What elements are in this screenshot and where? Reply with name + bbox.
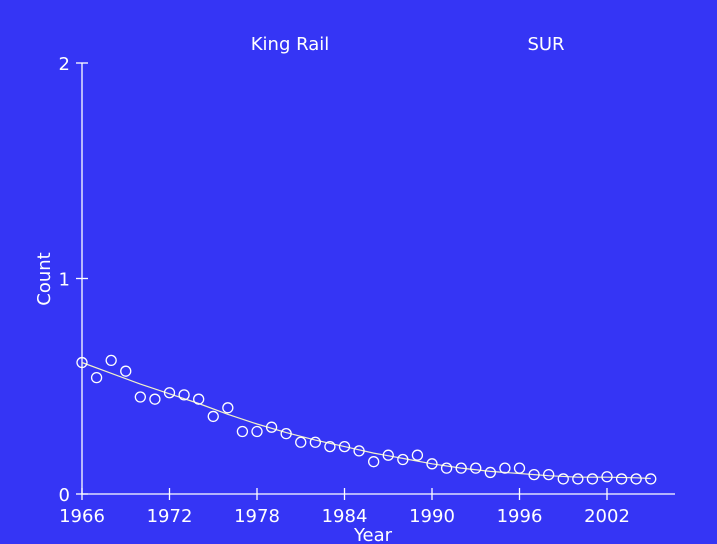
data-point xyxy=(309,436,321,448)
data-point xyxy=(455,462,467,474)
data-point xyxy=(397,453,409,466)
data-point xyxy=(105,354,117,367)
x-axis-label: Year xyxy=(353,525,393,544)
data-point xyxy=(645,473,657,485)
data-point xyxy=(134,391,146,403)
y-axis-label: Count xyxy=(34,252,55,305)
data-point xyxy=(470,462,482,474)
data-point xyxy=(513,462,526,474)
x-tick-label: 1966 xyxy=(59,506,105,527)
data-point xyxy=(440,462,453,474)
x-tick-label: 2002 xyxy=(584,506,630,527)
y-tick-label: 0 xyxy=(59,485,70,506)
data-point xyxy=(353,445,365,457)
data-point xyxy=(295,436,307,448)
data-point xyxy=(207,410,219,423)
data-point xyxy=(193,393,205,405)
data-point xyxy=(76,356,88,369)
data-point xyxy=(543,468,555,481)
data-point xyxy=(178,389,190,401)
data-point xyxy=(572,473,584,485)
trend-line xyxy=(81,361,651,480)
x-tick-label: 1996 xyxy=(497,506,543,527)
data-point xyxy=(484,466,496,479)
data-point xyxy=(557,473,569,485)
data-point xyxy=(586,473,599,485)
data-point xyxy=(251,425,263,438)
data-point xyxy=(149,393,161,405)
data-point xyxy=(265,421,278,433)
x-tick-label: 1984 xyxy=(322,506,368,527)
y-tick-label: 2 xyxy=(59,54,70,75)
data-point xyxy=(338,440,351,453)
data-point xyxy=(163,387,176,399)
data-point xyxy=(368,456,380,468)
chart-subtitle: SUR xyxy=(527,34,564,55)
data-point xyxy=(601,471,613,483)
data-point xyxy=(426,458,438,470)
data-point xyxy=(499,462,511,474)
data-point xyxy=(324,440,336,453)
trend-curve xyxy=(81,361,651,480)
data-point xyxy=(222,402,234,414)
axes: 0 1 2 1966 1972 1978 1984 1990 1996 2002 xyxy=(59,54,675,527)
data-point xyxy=(615,473,628,485)
data-point xyxy=(528,468,540,481)
chart-title: King Rail xyxy=(251,34,330,55)
data-points xyxy=(76,354,657,485)
data-point xyxy=(382,449,394,461)
data-point xyxy=(236,425,249,438)
data-point xyxy=(120,365,132,377)
x-tick-label: 1990 xyxy=(409,506,455,527)
data-point xyxy=(90,371,103,384)
data-point xyxy=(280,428,292,440)
data-point xyxy=(411,449,424,461)
x-tick-label: 1978 xyxy=(234,506,280,527)
y-tick-label: 1 xyxy=(59,270,70,291)
data-point xyxy=(630,473,642,485)
x-tick-label: 1972 xyxy=(147,506,193,527)
